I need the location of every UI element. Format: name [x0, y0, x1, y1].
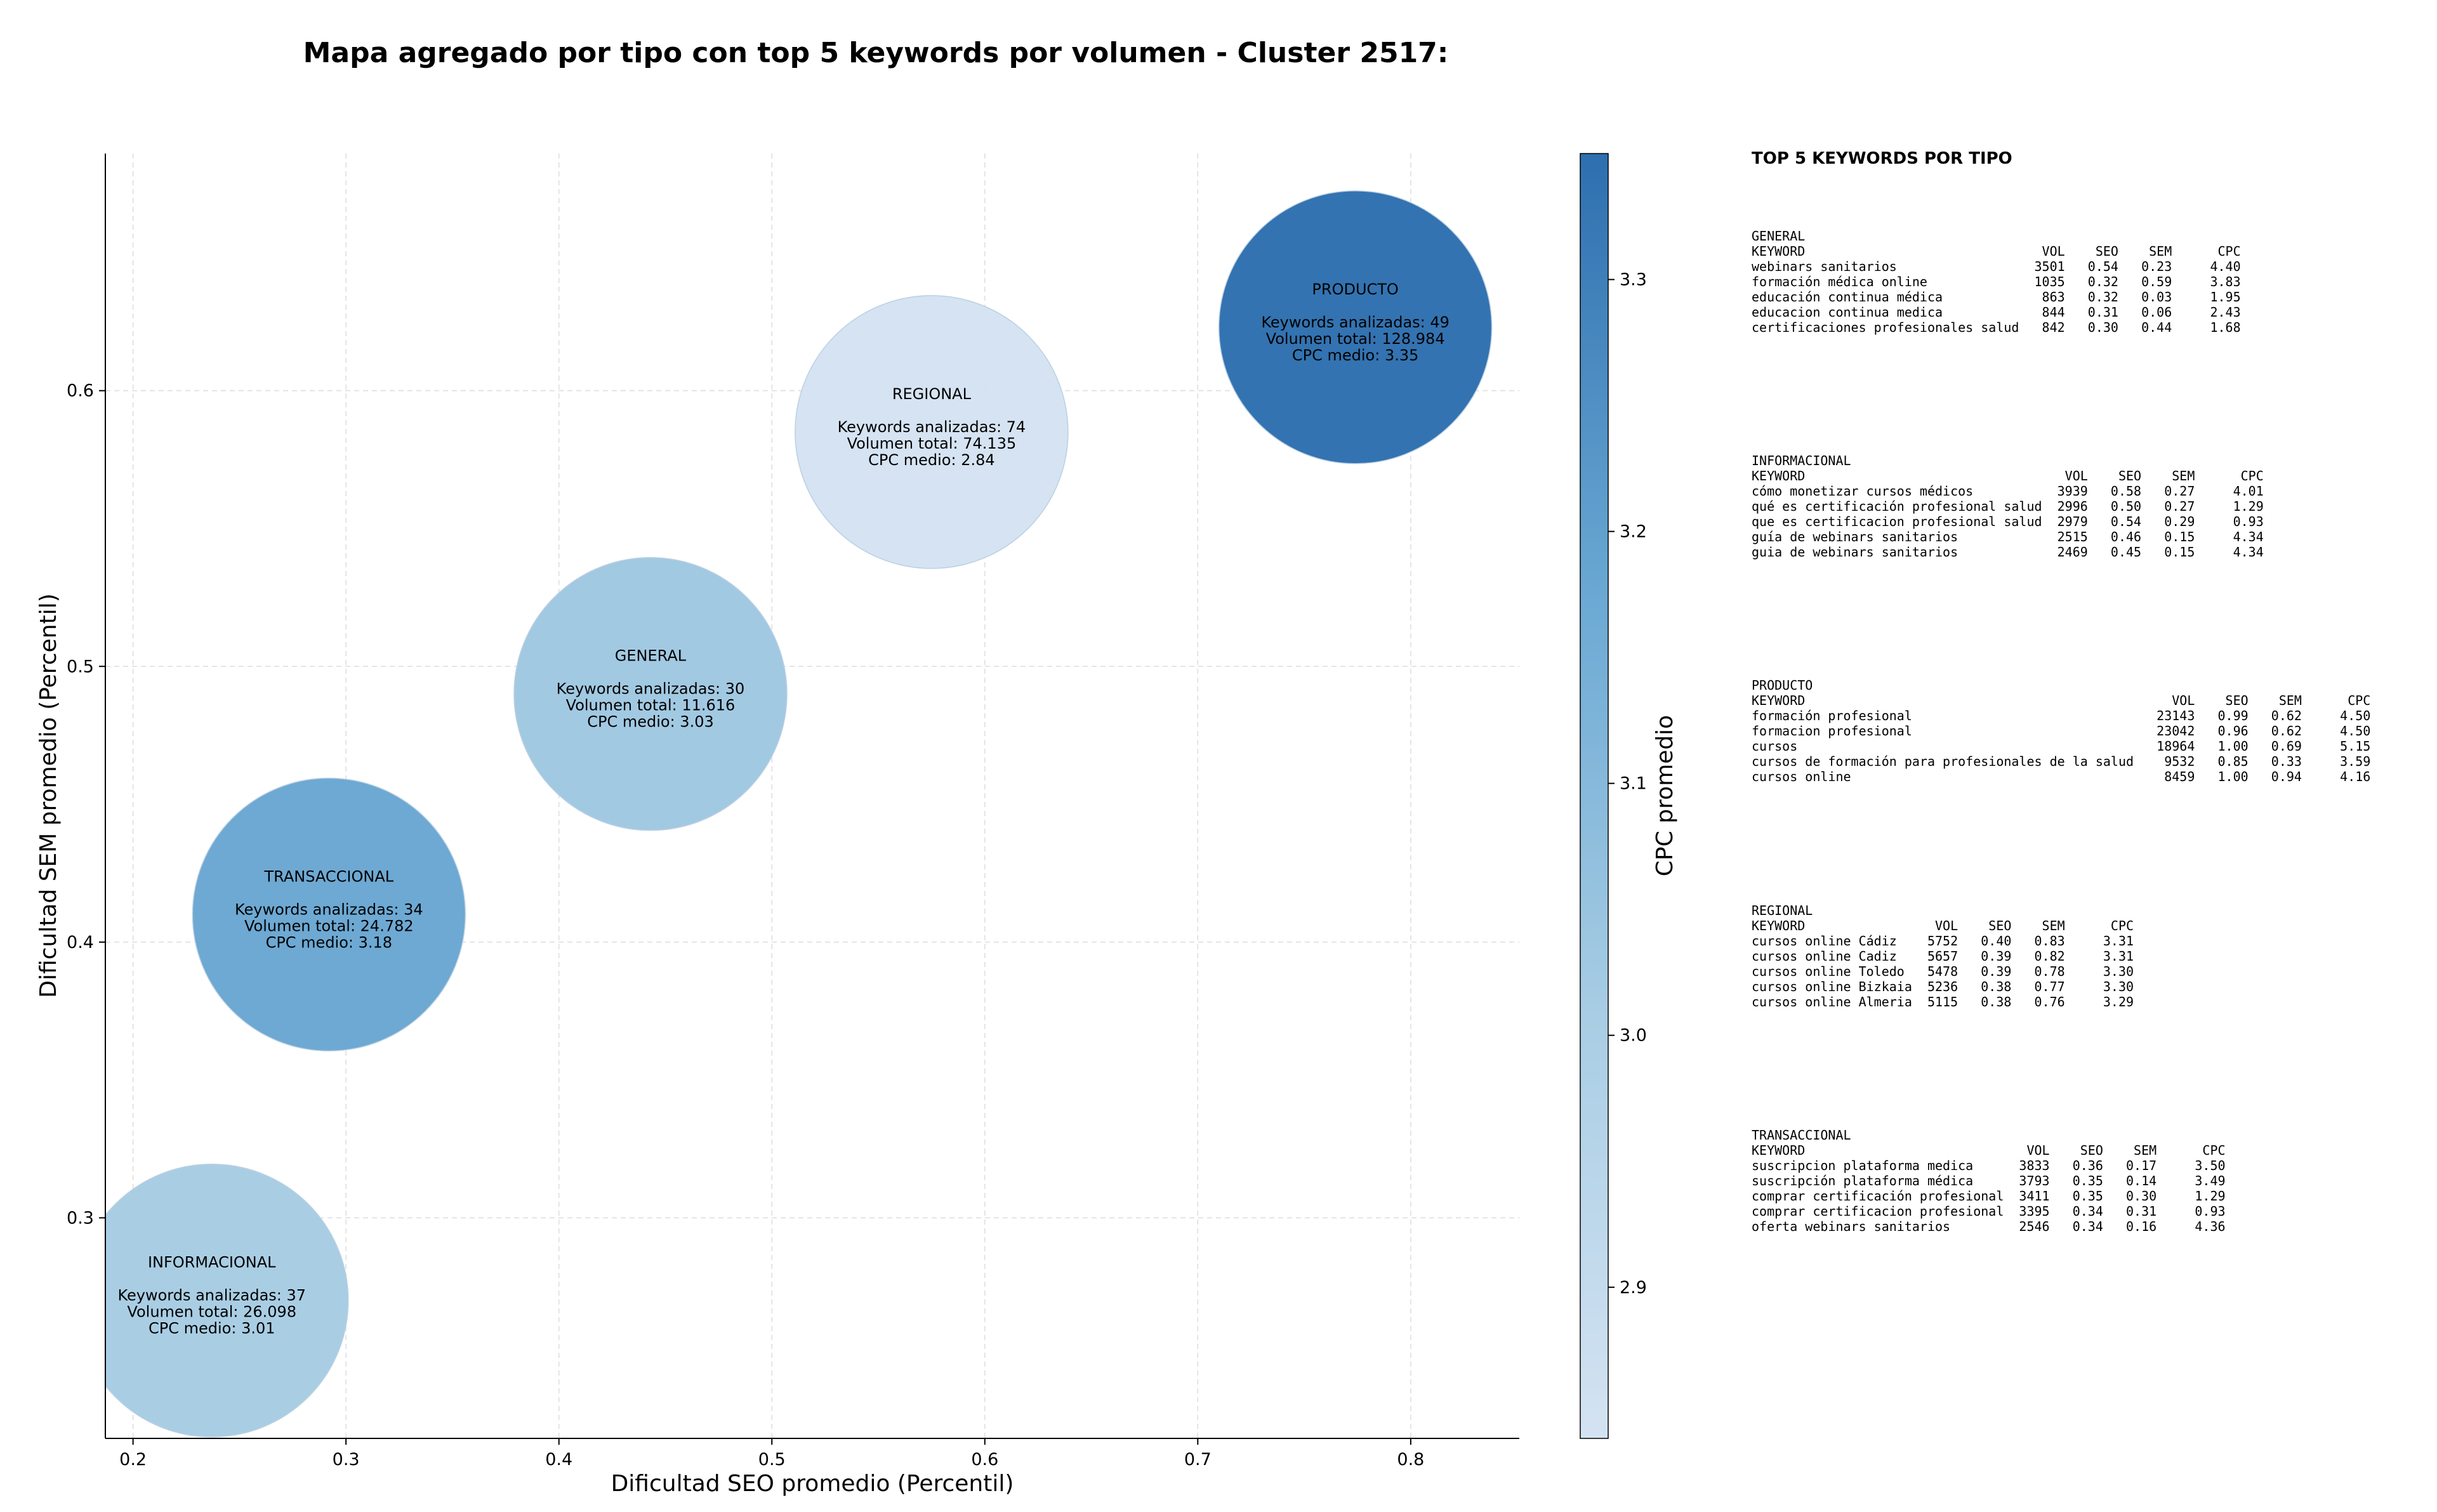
table-row: cursos online 8459 1.00 0.94 4.16 [1752, 769, 2371, 784]
bubble-circle [795, 295, 1069, 569]
y-tick-label: 0.5 [67, 657, 94, 676]
table-row: cursos online Cádiz 5752 0.40 0.83 3.31 [1752, 933, 2134, 949]
bubble-type-label: REGIONAL [892, 385, 972, 403]
bubble-type-label: PRODUCTO [1312, 280, 1398, 298]
table-row: cursos online Almeria 5115 0.38 0.76 3.2… [1752, 994, 2134, 1009]
colorbar-gradient [1580, 153, 1609, 1439]
section-name: PRODUCTO [1752, 678, 1813, 693]
x-tick-label: 0.2 [119, 1450, 147, 1469]
table-row: suscripcion plataforma medica 3833 0.36 … [1752, 1158, 2226, 1173]
bubble-circle [192, 777, 466, 1052]
axis-ticks: 0.2 0.3 0.4 0.5 0.6 0.7 0.8 0.3 0.4 0.5 0.6 [67, 381, 1424, 1469]
table-row: cursos online Bizkaia 5236 0.38 0.77 3.3… [1752, 979, 2134, 994]
bubble-volume-label: Volumen total: 26.098 [127, 1303, 296, 1321]
colorbar-tick-label: 3.0 [1620, 1026, 1647, 1046]
keyword-section-producto: PRODUCTO KEYWORD VOL SEO SEM CPC formación… [1752, 678, 2370, 784]
table-row: comprar certificación profesional 3411 0… [1752, 1188, 2226, 1204]
table-row: formacion profesional 23042 0.96 0.62 4.… [1752, 723, 2371, 739]
bubble-keywords-label: Keywords analizadas: 37 [117, 1287, 306, 1305]
bubble-cpc-label: CPC medio: 3.18 [266, 933, 393, 951]
table-header: KEYWORD VOL SEO SEM CPC [1752, 468, 2264, 483]
panel-title: TOP 5 KEYWORDS POR TIPO [1752, 149, 2012, 168]
colorbar-label: CPC promedio [1652, 715, 1678, 876]
table-row: guía de webinars sanitarios 2515 0.46 0.… [1752, 529, 2264, 544]
x-axis-label: Dificultad SEO promedio (Percentil) [611, 1471, 1014, 1497]
table-row: formación médica online 1035 0.32 0.59 3… [1752, 274, 2241, 289]
x-tick-label: 0.3 [333, 1450, 360, 1469]
bubble-keywords-label: Keywords analizadas: 34 [235, 900, 423, 918]
y-tick-label: 0.3 [67, 1208, 94, 1228]
bubble-informacional: INFORMACIONAL Keywords analizadas: 37Volu… [105, 1164, 349, 1438]
y-axis-label: Dificultad SEM promedio (Percentil) [36, 593, 62, 998]
colorbar: 2.9 3.0 3.1 3.2 3.3 CPC promedio [1580, 153, 1678, 1439]
y-tick-label: 0.4 [67, 933, 94, 952]
bubble-volume-label: Volumen total: 74.135 [847, 435, 1017, 452]
section-name: TRANSACCIONAL [1752, 1127, 1851, 1143]
table-header: KEYWORD VOL SEO SEM CPC [1752, 918, 2134, 933]
bubble-cpc-label: CPC medio: 3.01 [149, 1320, 275, 1338]
table-row: que es certificacion profesional salud 2… [1752, 514, 2264, 529]
x-tick-label: 0.5 [758, 1450, 786, 1469]
table-row: certificaciones profesionales salud 842 … [1752, 320, 2241, 335]
axes [105, 154, 1519, 1439]
keyword-section-regional: REGIONAL KEYWORD VOL SEO SEM CPC cursos on… [1752, 903, 2134, 1009]
colorbar-tick-label: 3.2 [1620, 522, 1647, 542]
colorbar-tick-label: 2.9 [1620, 1278, 1647, 1298]
table-row: cursos online Cadiz 5657 0.39 0.82 3.31 [1752, 949, 2134, 964]
table-header: KEYWORD VOL SEO SEM CPC [1752, 244, 2241, 259]
y-tick-label: 0.6 [67, 381, 94, 401]
table-row: suscripción plataforma médica 3793 0.35 … [1752, 1173, 2226, 1188]
bubble-type-label: TRANSACCIONAL [263, 867, 393, 885]
bubble-circle [1218, 190, 1493, 464]
bubble-volume-label: Volumen total: 11.616 [566, 697, 736, 714]
table-row: cursos de formación para profesionales d… [1752, 754, 2371, 769]
colorbar-tick-label: 3.1 [1620, 774, 1647, 794]
keyword-section-informacional: INFORMACIONAL KEYWORD VOL SEO SEM CPC cómo… [1752, 453, 2264, 560]
colorbar-tick-label: 3.3 [1620, 270, 1647, 290]
bubble-keywords-label: Keywords analizadas: 49 [1261, 313, 1450, 331]
bubble-cpc-label: CPC medio: 2.84 [868, 451, 995, 469]
table-header: KEYWORD VOL SEO SEM CPC [1752, 693, 2371, 708]
colorbar-ticks: 2.9 3.0 3.1 3.2 3.3 [1608, 270, 1647, 1298]
bubble-circle [513, 556, 788, 831]
bubble-keywords-label: Keywords analizadas: 74 [838, 418, 1026, 436]
section-name: GENERAL [1752, 228, 1806, 244]
x-tick-label: 0.8 [1397, 1450, 1424, 1469]
table-row: cursos online Toledo 5478 0.39 0.78 3.30 [1752, 964, 2134, 979]
bubble-circle [105, 1164, 349, 1438]
x-tick-label: 0.6 [971, 1450, 998, 1469]
table-row: comprar certificacion profesional 3395 0… [1752, 1204, 2226, 1219]
chart-title: Mapa agregado por tipo con top 5 keyword… [303, 37, 1449, 69]
section-name: REGIONAL [1752, 903, 1813, 918]
table-row: qué es certificación profesional salud 2… [1752, 499, 2264, 514]
bubble-type-label: INFORMACIONAL [148, 1254, 276, 1272]
table-row: guia de webinars sanitarios 2469 0.45 0.… [1752, 544, 2264, 560]
table-row: cómo monetizar cursos médicos 3939 0.58 … [1752, 483, 2264, 499]
bubble-volume-label: Volumen total: 128.984 [1266, 330, 1445, 348]
bubble-cpc-label: CPC medio: 3.35 [1292, 346, 1419, 364]
section-name: INFORMACIONAL [1752, 453, 1851, 468]
bubble-volume-label: Volumen total: 24.782 [244, 917, 414, 935]
bubble-cpc-label: CPC medio: 3.03 [587, 713, 714, 731]
bubble-keywords-label: Keywords analizadas: 30 [557, 680, 745, 698]
table-row: educacion continua medica 844 0.31 0.06 … [1752, 305, 2241, 320]
table-row: webinars sanitarios 3501 0.54 0.23 4.40 [1752, 259, 2241, 274]
table-row: oferta webinars sanitarios 2546 0.34 0.1… [1752, 1219, 2226, 1234]
table-header: KEYWORD VOL SEO SEM CPC [1752, 1143, 2226, 1158]
bubble-transaccional: TRANSACCIONAL Keywords analizadas: 34Volu… [192, 777, 466, 1052]
table-row: formación profesional 23143 0.99 0.62 4.… [1752, 708, 2371, 723]
keyword-section-general: GENERAL KEYWORD VOL SEO SEM CPC webinars s… [1752, 228, 2241, 335]
table-row: cursos 18964 1.00 0.69 5.15 [1752, 739, 2371, 754]
keyword-section-transaccional: TRANSACCIONAL KEYWORD VOL SEO SEM CPC susc… [1752, 1127, 2226, 1234]
table-row: educación continua médica 863 0.32 0.03 … [1752, 289, 2241, 305]
x-tick-label: 0.7 [1184, 1450, 1212, 1469]
x-tick-label: 0.4 [545, 1450, 572, 1469]
bubble-type-label: GENERAL [615, 647, 687, 665]
keyword-panel: TOP 5 KEYWORDS POR TIPO GENERAL KEYWORD V… [1752, 149, 2424, 1234]
